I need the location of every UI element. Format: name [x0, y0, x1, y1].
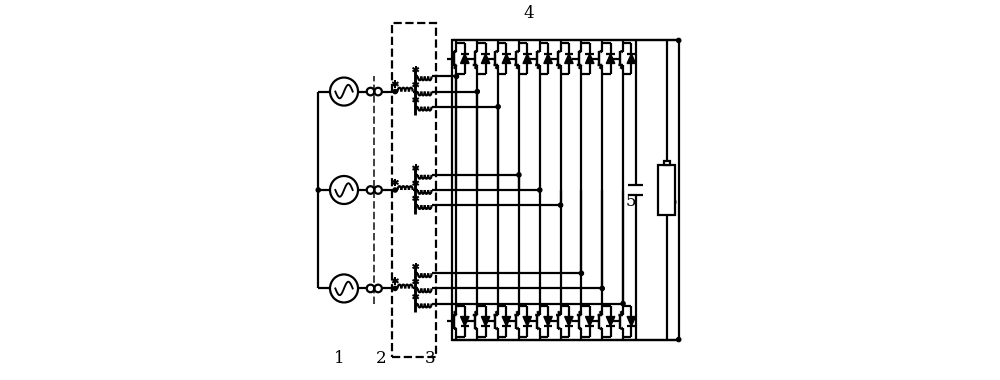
Polygon shape [565, 54, 573, 63]
Polygon shape [585, 317, 594, 326]
Circle shape [517, 173, 521, 177]
Circle shape [677, 38, 681, 43]
Polygon shape [544, 317, 552, 326]
Polygon shape [606, 317, 615, 326]
Text: 4: 4 [523, 5, 534, 22]
Polygon shape [523, 317, 532, 326]
Circle shape [579, 271, 583, 276]
Polygon shape [502, 54, 511, 63]
Polygon shape [461, 317, 469, 326]
Bar [658, 165, 675, 215]
Circle shape [558, 203, 563, 207]
Polygon shape [606, 54, 615, 63]
Bar [452, 40, 679, 340]
Text: 5: 5 [625, 193, 636, 210]
Polygon shape [544, 54, 552, 63]
Bar [664, 161, 670, 165]
Circle shape [367, 186, 374, 194]
Circle shape [496, 105, 500, 109]
Circle shape [677, 337, 681, 342]
Polygon shape [523, 54, 532, 63]
Circle shape [367, 88, 374, 95]
Circle shape [538, 188, 542, 192]
Text: 2: 2 [375, 350, 386, 367]
Polygon shape [565, 317, 573, 326]
Circle shape [600, 287, 604, 291]
Text: 3: 3 [425, 350, 435, 367]
Circle shape [374, 88, 382, 95]
Text: 1: 1 [334, 350, 344, 367]
Circle shape [374, 285, 382, 292]
Circle shape [393, 89, 397, 93]
Circle shape [393, 188, 397, 192]
Circle shape [475, 89, 479, 93]
Polygon shape [461, 54, 469, 63]
Polygon shape [502, 317, 511, 326]
Polygon shape [481, 317, 490, 326]
Polygon shape [627, 54, 636, 63]
Circle shape [316, 188, 320, 192]
Circle shape [393, 287, 397, 291]
Circle shape [621, 301, 625, 306]
Circle shape [374, 186, 382, 194]
Text: 6: 6 [667, 193, 678, 210]
Polygon shape [481, 54, 490, 63]
Circle shape [454, 74, 459, 79]
Circle shape [367, 285, 374, 292]
Polygon shape [585, 54, 594, 63]
Polygon shape [627, 317, 636, 326]
